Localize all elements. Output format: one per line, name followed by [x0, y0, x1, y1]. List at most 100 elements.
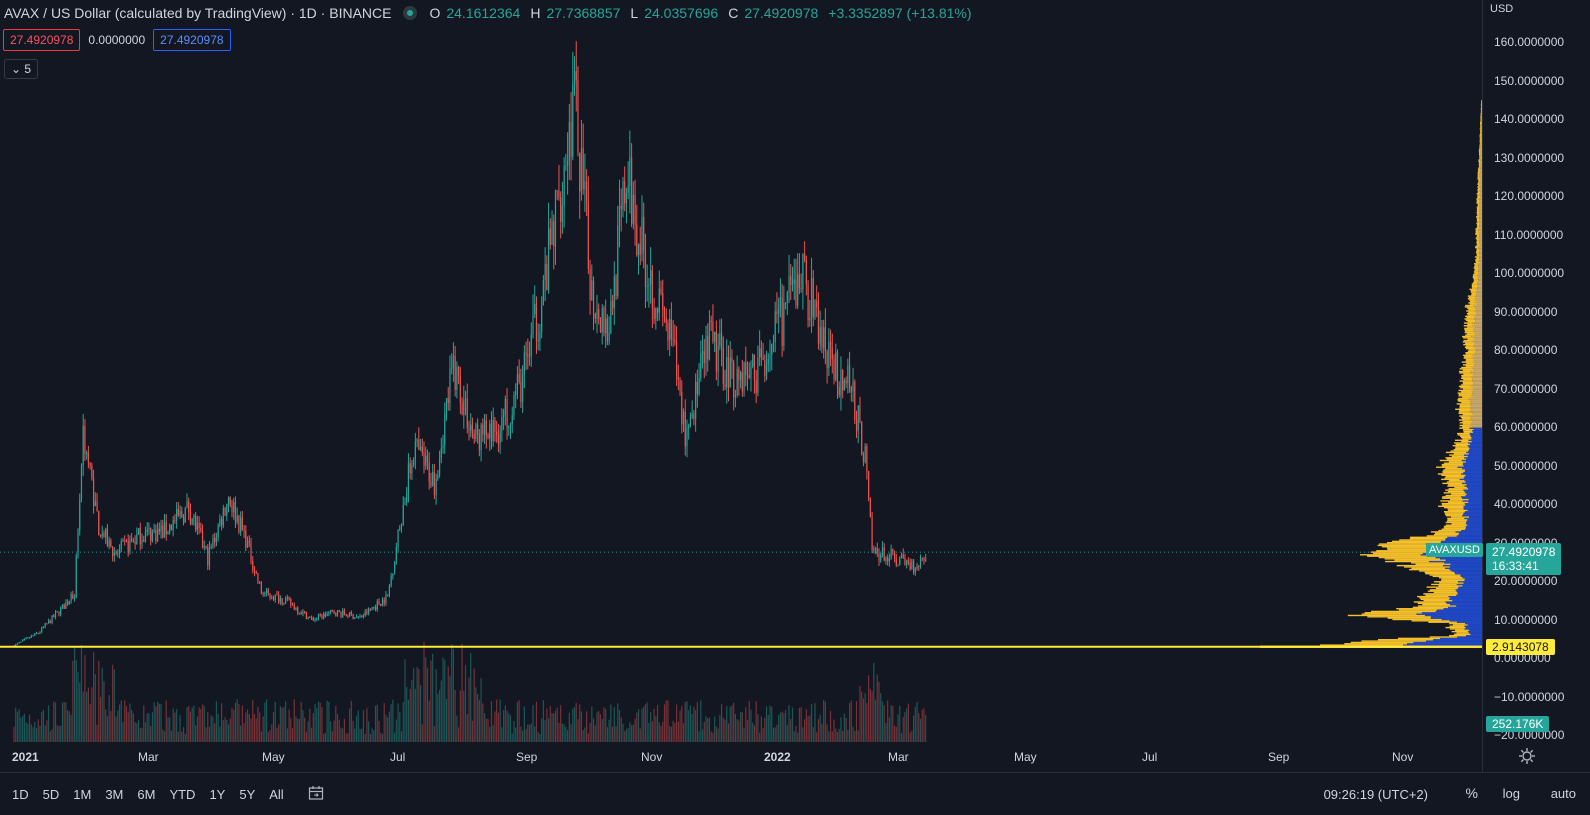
volume-bar [581, 711, 582, 742]
percent-scale-toggle[interactable]: % [1466, 785, 1478, 801]
profile-row-down [1471, 409, 1482, 410]
calendar-range-icon[interactable] [308, 785, 324, 801]
profile-row-up [1465, 332, 1475, 333]
profile-row-up [1468, 309, 1476, 310]
candle-body [494, 420, 495, 432]
volume-bar [659, 723, 660, 742]
candle-body [233, 502, 234, 512]
profile-row-down [1458, 593, 1482, 594]
profile-row-up [1367, 616, 1431, 617]
volume-bar [392, 700, 393, 742]
profile-row-up [1461, 378, 1472, 379]
volume-bar [67, 710, 68, 742]
profile-row-up [1479, 153, 1480, 154]
volume-bar [403, 702, 404, 742]
volume-bar [612, 727, 613, 742]
volume-bar [133, 713, 134, 742]
profile-row-down [1475, 332, 1482, 333]
volume-bar [605, 709, 606, 742]
profile-row-up [1459, 371, 1471, 372]
profile-row-up [1457, 399, 1469, 400]
profile-row-up [1417, 596, 1448, 597]
range-3m-button[interactable]: 3M [103, 785, 125, 804]
volume-bar [72, 661, 73, 742]
log-scale-toggle[interactable]: log [1503, 786, 1520, 801]
profile-row-up [1478, 177, 1480, 178]
profile-row-up [1478, 159, 1480, 160]
profile-row-up [1477, 243, 1480, 244]
range-5y-button[interactable]: 5Y [237, 785, 257, 804]
candle-body [903, 555, 904, 558]
profile-row-down [1472, 421, 1482, 422]
candle-body [576, 71, 577, 81]
volume-bar [119, 704, 120, 742]
profile-row-up [1453, 624, 1468, 625]
candle-body [508, 427, 509, 428]
candle-body [295, 608, 296, 610]
candle-body [804, 254, 805, 259]
volume-bar [887, 700, 888, 742]
profile-row-up [1440, 460, 1462, 461]
volume-bar [155, 706, 156, 742]
range-all-button[interactable]: All [267, 785, 285, 804]
candle-body [605, 318, 606, 333]
range-1y-button[interactable]: 1Y [207, 785, 227, 804]
auto-scale-toggle[interactable]: auto [1551, 786, 1576, 801]
volume-bar [145, 722, 146, 742]
volume-bar [332, 731, 333, 742]
volume-bar [122, 722, 123, 742]
volume-bar [147, 713, 148, 742]
profile-row-down [1456, 531, 1482, 532]
range-5d-button[interactable]: 5D [41, 785, 62, 804]
volume-bar [124, 701, 125, 742]
candle-body [275, 594, 276, 599]
volume-bar [861, 692, 862, 742]
range-ytd-button[interactable]: YTD [167, 785, 197, 804]
profile-row-up [1477, 208, 1479, 209]
profile-row-up [1468, 312, 1476, 313]
candle-body [589, 269, 590, 300]
candle-body [359, 616, 360, 617]
candle-body [349, 612, 350, 617]
volume-bar [702, 729, 703, 742]
profile-row-up [1464, 431, 1473, 432]
volume-bar [60, 726, 61, 742]
chart-legend: AVAX / US Dollar (calculated by TradingV… [4, 5, 976, 21]
profile-row-up [1464, 329, 1474, 330]
profile-row-up [1457, 433, 1470, 434]
range-1d-button[interactable]: 1D [10, 785, 31, 804]
candle-body [468, 428, 469, 431]
volume-bar [69, 711, 70, 742]
volume-bar [86, 692, 87, 742]
profile-row-down [1431, 617, 1482, 618]
symbol-title[interactable]: AVAX / US Dollar (calculated by TradingV… [4, 5, 391, 21]
volume-bar [465, 665, 466, 742]
volume-bar [335, 706, 336, 742]
candle-body [788, 276, 789, 292]
profile-row-down [1450, 620, 1482, 621]
time-tick-label: Nov [1392, 750, 1413, 764]
candle-body [430, 482, 431, 486]
gear-icon[interactable] [1518, 747, 1536, 765]
market-status-icon[interactable] [403, 6, 417, 20]
candle-body [219, 519, 220, 526]
volume-bar [347, 733, 348, 742]
volume-bar [385, 715, 386, 742]
timezone-clock[interactable]: 09:26:19 (UTC+2) [1324, 787, 1428, 802]
price-chart[interactable] [0, 0, 1482, 772]
range-1m-button[interactable]: 1M [71, 785, 93, 804]
range-6m-button[interactable]: 6M [135, 785, 157, 804]
profile-row-down [1446, 538, 1482, 539]
collapse-indicators-button[interactable]: ⌄ 5 [4, 59, 38, 79]
profile-row-down [1433, 639, 1482, 640]
currency-label[interactable]: USD [1490, 3, 1513, 15]
candle-body [619, 206, 620, 226]
candle-body [515, 391, 516, 395]
candle-body [27, 637, 28, 638]
volume-bar [787, 725, 788, 742]
profile-row-up [1394, 560, 1445, 561]
profile-row-down [1470, 407, 1482, 408]
candle-body [486, 420, 487, 435]
candle-body [896, 559, 897, 565]
volume-bar [515, 728, 516, 742]
